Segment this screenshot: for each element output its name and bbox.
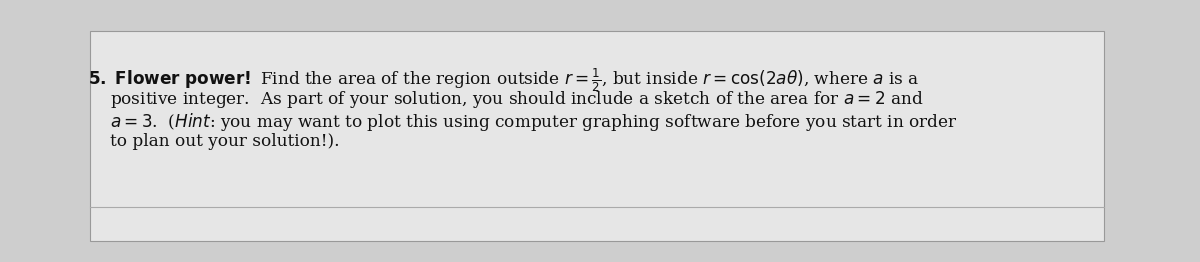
Text: $\mathbf{5.\ Flower\ power!}$ Find the area of the region outside $r = \frac{1}{: $\mathbf{5.\ Flower\ power!}$ Find the a… bbox=[88, 67, 919, 95]
Text: to plan out your solution!).: to plan out your solution!). bbox=[109, 133, 340, 150]
FancyBboxPatch shape bbox=[90, 31, 1104, 241]
Text: positive integer.  As part of your solution, you should include a sketch of the : positive integer. As part of your soluti… bbox=[109, 89, 923, 110]
Text: $a = 3$.  ($\mathit{Hint}$: you may want to plot this using computer graphing so: $a = 3$. ($\mathit{Hint}$: you may want … bbox=[109, 111, 958, 133]
